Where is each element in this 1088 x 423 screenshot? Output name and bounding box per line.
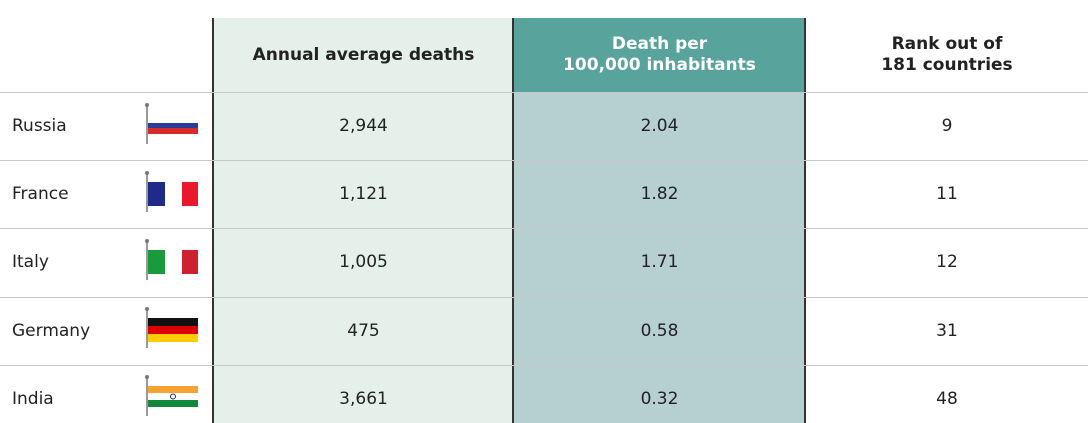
flag-italy [145,239,198,280]
country-name: France [12,184,69,205]
data-cell: 2.04 [640,116,679,137]
data-cell: 0.58 [640,320,679,341]
flags [145,103,198,416]
data-cell: 48 [936,388,958,409]
data-cell: 475 [347,320,380,341]
header-text: Death per [611,34,708,54]
flag-france [145,171,198,212]
country-name: Russia [12,116,67,137]
country-name: Italy [12,252,49,273]
column-bg [214,18,513,423]
column-bg [514,92,805,423]
data-cell: 11 [936,184,958,205]
data-cell: 0.32 [640,388,679,409]
header-text: Annual average deaths [252,44,475,65]
row-separator [0,296,1088,298]
header-bg [514,18,805,92]
row-separator [0,92,1088,93]
data-cell: 31 [936,320,958,341]
data-cell: 1.82 [640,184,679,205]
header-cell: Death per 100,000 inhabitants [514,18,805,92]
country-name: Germany [12,320,91,341]
data-cell: 3,661 [339,388,388,409]
header-text: 100,000 inhabitants [563,55,756,75]
column-border [512,18,514,423]
header-text: Rank out of [891,34,1003,54]
data-cell: 1.71 [640,252,679,273]
header-cell: Annual average deaths [214,18,513,92]
data-cell: 2,944 [339,116,388,137]
country-name: India [12,388,54,409]
header-text: 181 countries [881,55,1013,75]
flag-russia [145,103,198,144]
data-cell: 9 [941,116,953,137]
header-cell: Rank out of 181 countries [806,18,1088,92]
data-cell: 1,121 [339,184,388,205]
row-separator [0,160,1088,162]
row-separator [0,228,1088,230]
data-cell: 12 [936,252,958,273]
flag-india [145,375,198,416]
flag-germany [145,307,198,348]
row-separator [0,364,1088,366]
column-border [212,18,214,423]
data-cell: 1,005 [339,252,388,273]
column-border [804,18,806,423]
